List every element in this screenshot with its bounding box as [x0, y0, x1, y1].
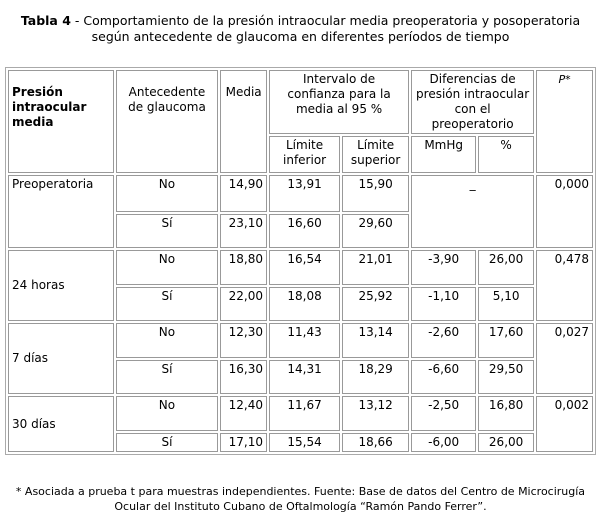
header-presion: Presión intraocular media [8, 70, 114, 173]
table-row: Sí 17,10 15,54 18,66 -6,00 26,00 [8, 433, 593, 452]
media-cell: 23,10 [220, 214, 267, 248]
table-row: 7 días No 12,30 11,43 13,14 -2,60 17,60 0,027 [8, 323, 593, 394]
limite-inferior-cell: 13,91 [269, 175, 341, 212]
data-table: Presión intraocular media Antecedente de… [5, 67, 596, 455]
period-label: 7 días [8, 323, 114, 394]
limite-inferior-cell: 11,67 [269, 396, 341, 431]
caption-label: Tabla 4 [20, 13, 71, 28]
mmhg-cell: -3,90 [411, 250, 477, 285]
media-cell: 17,10 [220, 433, 267, 452]
pct-cell: 26,00 [478, 433, 535, 452]
limite-superior-cell: 18,66 [342, 433, 410, 452]
p-value-cell: 0,000 [536, 175, 593, 248]
diferencias-empty-cell: _ [411, 175, 535, 248]
period-label: 30 días [8, 396, 114, 452]
pct-cell: 29,50 [478, 360, 535, 394]
antecedente-cell: Sí [115, 360, 219, 394]
media-cell: 18,80 [220, 250, 267, 285]
pct-cell: 26,00 [478, 250, 535, 285]
limite-superior-cell: 13,14 [342, 323, 410, 358]
header-intervalo: Intervalo de confianza para la media al … [269, 70, 410, 134]
period-label: 24 horas [8, 250, 114, 321]
limite-superior-cell: 13,12 [342, 396, 410, 431]
antecedente-cell: Sí [115, 214, 219, 248]
header-mmhg: MmHg [411, 136, 477, 173]
mmhg-cell: -2,50 [411, 396, 477, 431]
antecedente-cell: No [115, 396, 219, 431]
header-p: P* [536, 70, 593, 173]
caption-text: - Comportamiento de la presión intraocul… [70, 13, 581, 44]
period-label: Preoperatoria [8, 175, 114, 248]
mmhg-cell: -6,00 [411, 433, 477, 452]
mmhg-cell: -2,60 [411, 323, 477, 358]
limite-inferior-cell: 11,43 [269, 323, 341, 358]
antecedente-cell: No [115, 323, 219, 358]
header-limite-superior: Límite superior [342, 136, 410, 173]
media-cell: 12,30 [220, 323, 267, 358]
media-cell: 14,90 [220, 175, 267, 212]
footnote: * Asociada a prueba t para muestras inde… [15, 485, 586, 513]
limite-superior-cell: 21,01 [342, 250, 410, 285]
limite-superior-cell: 25,92 [342, 287, 410, 321]
header-pct: % [478, 136, 535, 173]
antecedente-cell: No [115, 250, 219, 285]
header-antecedente: Antecedente de glaucoma [115, 70, 219, 173]
mmhg-cell: -1,10 [411, 287, 477, 321]
table-row: Sí 23,10 16,60 29,60 [8, 214, 593, 248]
media-cell: 12,40 [220, 396, 267, 431]
table-row: 30 días No 12,40 11,67 13,12 -2,50 16,80 0,002 [8, 396, 593, 452]
limite-superior-cell: 18,29 [342, 360, 410, 394]
table-row: Sí 22,00 18,08 25,92 -1,10 5,10 [8, 287, 593, 321]
table-row: Preoperatoria No 14,90 13,91 15,90 _ 0,000 [8, 175, 593, 248]
antecedente-cell: Sí [115, 433, 219, 452]
header-limite-inferior: Límite inferior [269, 136, 341, 173]
antecedente-cell: Sí [115, 287, 219, 321]
limite-inferior-cell: 15,54 [269, 433, 341, 452]
pct-cell: 16,80 [478, 396, 535, 431]
p-value-cell: 0,027 [536, 323, 593, 394]
limite-superior-cell: 15,90 [342, 175, 410, 212]
table-row: 24 horas No 18,80 16,54 21,01 -3,90 26,00 0,478 [8, 250, 593, 321]
limite-inferior-cell: 18,08 [269, 287, 341, 321]
media-cell: 22,00 [220, 287, 267, 321]
mmhg-cell: -6,60 [411, 360, 477, 394]
pct-cell: 17,60 [478, 323, 535, 358]
header-media: Media [220, 70, 267, 173]
p-value-cell: 0,478 [536, 250, 593, 321]
limite-inferior-cell: 14,31 [269, 360, 341, 394]
media-cell: 16,30 [220, 360, 267, 394]
table-caption: Tabla 4 - Comportamiento de la presión i… [0, 13, 601, 45]
p-value-cell: 0,002 [536, 396, 593, 452]
limite-inferior-cell: 16,60 [269, 214, 341, 248]
antecedente-cell: No [115, 175, 219, 212]
limite-inferior-cell: 16,54 [269, 250, 341, 285]
table-row: Sí 16,30 14,31 18,29 -6,60 29,50 [8, 360, 593, 394]
header-diferencias: Diferencias de presión intraocular con e… [411, 70, 535, 134]
limite-superior-cell: 29,60 [342, 214, 410, 248]
pct-cell: 5,10 [478, 287, 535, 321]
